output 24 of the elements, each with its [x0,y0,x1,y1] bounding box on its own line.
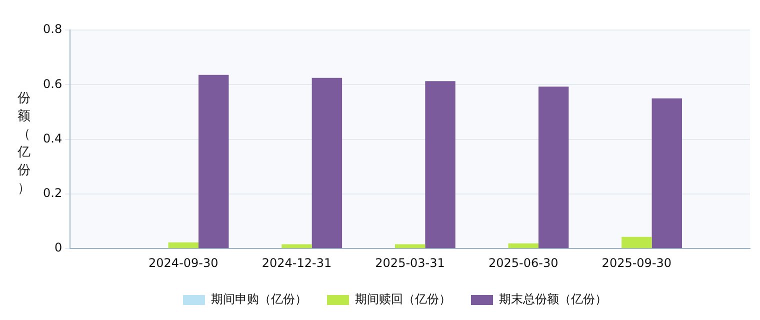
y-tick-label: 0.2 [42,186,62,200]
y-tick-label: 0 [54,240,62,255]
bar [312,78,342,248]
y-axis-title: 份额（亿份） [16,90,32,198]
bar [168,242,199,248]
x-tick-label: 2024-12-31 [262,256,332,270]
bar [394,244,426,248]
bar [282,244,312,248]
legend-label: 期末总份额（亿份） [499,292,607,306]
y-tick-label: 0.8 [42,22,62,36]
bar [508,243,538,248]
y-tick-label: 0.4 [42,131,62,146]
bar [425,81,456,248]
bar [538,86,569,248]
legend-label: 期间申购（亿份） [211,292,307,306]
x-tick-label: 2025-03-31 [375,256,445,270]
y-tick-label: 0.6 [42,76,62,91]
bar [622,236,652,248]
x-tick-label: 2024-09-30 [148,256,218,270]
legend-label: 期间赎回（亿份） [355,292,451,306]
bar [198,74,229,248]
x-tick-label: 2025-06-30 [488,256,558,270]
bar [652,98,682,248]
x-tick-label: 2025-09-30 [602,256,672,270]
